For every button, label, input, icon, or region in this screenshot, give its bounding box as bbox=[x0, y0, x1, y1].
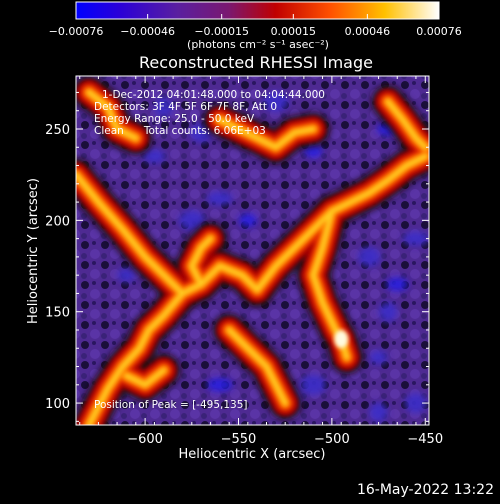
colorbar-tick-label: −0.00076 bbox=[49, 25, 104, 38]
negative-flux-spot bbox=[154, 97, 173, 118]
negative-flux-spot bbox=[206, 191, 233, 206]
colorbar-tick-label: −0.00046 bbox=[120, 25, 175, 38]
negative-flux-spot bbox=[386, 277, 409, 292]
annotation-counts: Clean Total counts: 6.06E+03 bbox=[94, 125, 266, 137]
negative-flux-spot bbox=[300, 374, 327, 395]
emission-ridge bbox=[76, 172, 260, 296]
y-tick-label: 250 bbox=[45, 123, 70, 138]
negative-flux-spot bbox=[358, 246, 381, 267]
emission-ridge bbox=[86, 290, 185, 425]
negative-flux-spot bbox=[369, 402, 388, 423]
colorbar-tick-label: −0.00015 bbox=[194, 25, 249, 38]
negative-flux-spot bbox=[238, 213, 257, 228]
x-tick-label: −600 bbox=[127, 432, 163, 447]
negative-flux-spot bbox=[304, 143, 323, 158]
negative-flux-spot bbox=[178, 210, 205, 231]
colorbar-tick-label: 0.00076 bbox=[416, 25, 462, 38]
chart-title: Reconstructed RHESSI Image bbox=[139, 53, 373, 72]
y-tick-label: 150 bbox=[45, 306, 70, 321]
plot-frame bbox=[75, 75, 430, 426]
heatmap-plot-area bbox=[76, 76, 429, 425]
negative-flux-spot bbox=[378, 301, 397, 322]
x-tick-label: −450 bbox=[407, 432, 443, 447]
emission-ridges bbox=[76, 76, 429, 425]
colorbar bbox=[75, 1, 440, 20]
observation-annotations: 1-Dec-2012 04:01:48.000 to 04:04:44.000 … bbox=[94, 89, 325, 411]
colorbar-tick-label: 0.00046 bbox=[345, 25, 391, 38]
negative-flux-spot bbox=[206, 377, 233, 392]
date-stamp: 16-May-2022 13:22 bbox=[356, 482, 494, 498]
negative-flux-spot bbox=[402, 231, 429, 246]
annotation-energy-range: Energy Range: 25.0 - 50.0 keV bbox=[94, 113, 255, 125]
annotation-detectors: Detectors: 3F 4F 5F 6F 7F 8F, Att 0 bbox=[94, 101, 277, 113]
y-tick-label: 200 bbox=[45, 214, 70, 229]
negative-flux-spot bbox=[262, 91, 289, 112]
negative-flux-spot bbox=[117, 268, 136, 283]
x-tick-label: −500 bbox=[314, 432, 350, 447]
negative-flux-spot bbox=[369, 350, 388, 365]
colorbar-ticks: −0.00076 −0.00046 −0.00015 0.00015 0.00046 0.… bbox=[49, 14, 462, 38]
y-axis-ticks: 100 150 200 250 bbox=[45, 91, 429, 422]
peak-marker bbox=[334, 330, 349, 349]
x-tick-label: −550 bbox=[221, 432, 257, 447]
colorbar-label: (photons cm⁻² s⁻¹ asec⁻²) bbox=[187, 38, 329, 51]
colorbar-tick-label: 0.00015 bbox=[271, 25, 317, 38]
annotation-time-range: 1-Dec-2012 04:01:48.000 to 04:04:44.000 bbox=[102, 89, 325, 101]
emission-ridge bbox=[123, 367, 167, 388]
ridge-layer bbox=[76, 89, 428, 425]
negative-flux-spot bbox=[143, 149, 166, 164]
emission-ridge bbox=[86, 89, 139, 141]
x-axis-ticks: −600 −550 −500 −450 bbox=[79, 76, 443, 447]
emission-ridge bbox=[189, 236, 213, 287]
peak-position-label: Position of Peak = [-495,135] bbox=[94, 399, 248, 411]
emission-ridge bbox=[217, 117, 316, 150]
emission-ridge bbox=[385, 99, 428, 150]
negative-flux-spot bbox=[404, 393, 427, 414]
y-tick-label: 100 bbox=[45, 397, 70, 412]
emission-ridge bbox=[254, 153, 428, 293]
x-axis-label: Heliocentric X (arcsec) bbox=[179, 447, 326, 462]
y-axis-label: Heliocentric Y (arcsec) bbox=[26, 178, 41, 324]
emission-ridge bbox=[226, 327, 288, 406]
